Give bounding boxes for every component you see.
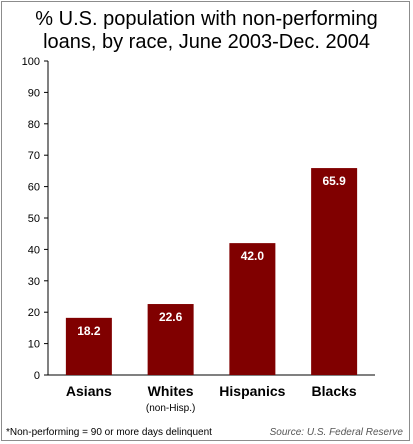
y-tick-label: 90	[28, 87, 40, 99]
bar-blacks	[311, 168, 358, 375]
bar-hispanics	[229, 243, 276, 375]
data-label: 18.2	[77, 324, 101, 338]
bar-asians	[65, 317, 112, 375]
y-tick-label: 20	[28, 307, 40, 319]
chart-title: % U.S. population with non-performing lo…	[2, 8, 411, 54]
data-label: 65.9	[322, 174, 346, 188]
data-label: 42.0	[241, 249, 265, 263]
bar-whites	[147, 304, 194, 375]
data-label: 22.6	[159, 310, 183, 324]
chart-title-line-2: loans, by race, June 2003-Dec. 2004	[43, 31, 370, 53]
y-tick-label: 80	[28, 119, 40, 131]
x-tick-label: Hispanics	[219, 383, 285, 399]
source-note: Source: U.S. Federal Reserve	[269, 427, 403, 438]
y-tick-label: 60	[28, 182, 40, 194]
y-tick-label: 30	[28, 276, 40, 288]
y-tick-label: 10	[28, 339, 40, 351]
x-tick-label: Blacks	[312, 383, 357, 399]
y-tick-label: 70	[28, 150, 40, 162]
x-tick-label: Asians	[66, 383, 112, 399]
y-tick-label: 50	[28, 213, 40, 225]
footnote: *Non-performing = 90 or more days delinq…	[6, 427, 212, 438]
chart-title-line-1: % U.S. population with non-performing	[35, 8, 378, 30]
x-tick-sublabel: (non-Hisp.)	[146, 403, 195, 414]
y-tick-label: 0	[34, 370, 40, 382]
x-tick-label: Whites	[148, 383, 194, 399]
y-tick-label: 100	[22, 56, 40, 68]
y-tick-label: 40	[28, 244, 40, 256]
